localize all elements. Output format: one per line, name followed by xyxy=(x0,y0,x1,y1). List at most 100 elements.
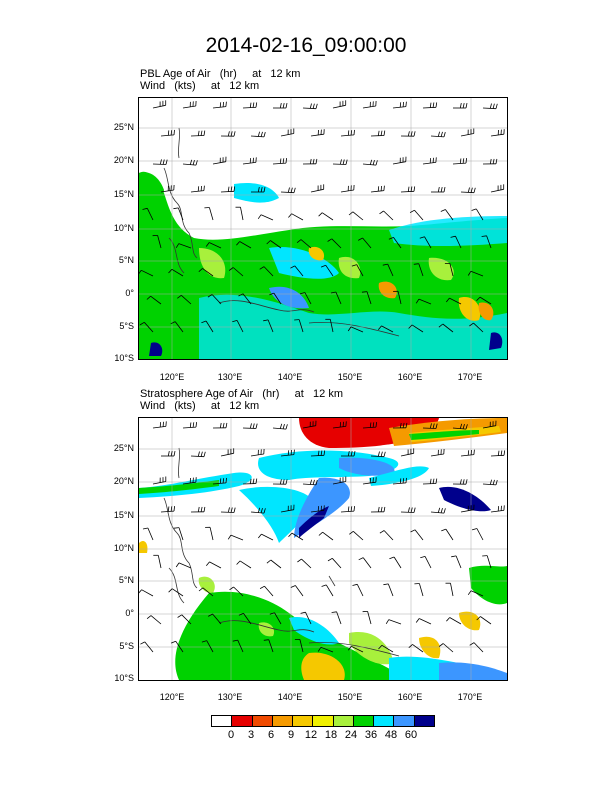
wind-barb-shaft xyxy=(175,640,184,653)
wind-barb-flag xyxy=(227,186,230,192)
colorbar-swatch xyxy=(293,716,314,726)
wind-barb-flag xyxy=(290,585,296,588)
wind-barb-flag xyxy=(375,422,377,428)
colorbar-label: 60 xyxy=(404,729,418,741)
wind-barb-flag xyxy=(175,243,180,249)
wind-barb-flag xyxy=(170,451,173,457)
wind-barb-flag xyxy=(201,320,207,324)
wind-barb-shaft xyxy=(424,556,432,569)
wind-barb-flag xyxy=(495,479,498,486)
p2-lat-label-0: 0° xyxy=(125,608,134,618)
wind-barb-flag xyxy=(140,641,145,645)
wind-barb-shaft xyxy=(298,319,304,333)
wind-barb-shaft xyxy=(331,238,342,249)
wind-barb-flag xyxy=(238,293,244,297)
wind-barb-flag xyxy=(350,506,353,512)
p1-lon-label-130e: 130°E xyxy=(217,372,243,382)
wind-barb-flag xyxy=(279,479,282,485)
wind-barb-shaft xyxy=(397,291,402,305)
wind-barb-flag xyxy=(318,531,323,536)
wind-barb-flag xyxy=(200,130,203,136)
wind-barb-shaft xyxy=(242,162,256,165)
wind-barb-flag xyxy=(257,214,262,220)
wind-barb-flag xyxy=(249,478,252,484)
wind-barb-shaft xyxy=(291,532,304,541)
wind-barb-flag xyxy=(321,584,327,587)
wind-barb-flag xyxy=(139,589,142,594)
wind-barb-shaft xyxy=(362,105,376,109)
wind-barb-flag xyxy=(269,612,275,615)
wind-barb-shaft xyxy=(274,612,282,625)
wind-barb-flag xyxy=(469,322,474,327)
wind-barb-flag xyxy=(471,208,477,211)
wind-barb-flag xyxy=(330,291,336,294)
wind-barb-shaft xyxy=(350,326,364,333)
wind-barb-shaft xyxy=(320,646,334,653)
wind-barb-shaft xyxy=(430,453,444,457)
wind-barb-flag xyxy=(437,507,441,513)
wind-barb-flag xyxy=(415,298,420,304)
wind-barb-shaft xyxy=(455,236,462,249)
wind-barb-flag xyxy=(443,131,446,138)
wind-barb-flag xyxy=(173,527,180,529)
wind-barb-flag xyxy=(437,187,440,193)
wind-barb-shaft xyxy=(470,590,484,597)
wind-barb-flag xyxy=(229,586,234,591)
panel2-gridlines xyxy=(139,418,507,680)
wind-barb-shaft xyxy=(302,425,316,429)
wind-barb-flag xyxy=(168,588,173,593)
wind-barb-flag xyxy=(465,479,468,485)
wind-barb-flag xyxy=(230,186,233,192)
p2-lon-label-120e: 120°E xyxy=(159,692,185,702)
wind-barb-shaft xyxy=(242,106,257,109)
wind-barb-flag xyxy=(222,478,225,484)
wind-barb-shaft xyxy=(353,531,364,541)
wind-barb-shaft xyxy=(336,611,342,625)
wind-barb-flag xyxy=(446,617,450,622)
p1-lat-label-10n: 10°N xyxy=(113,223,134,233)
wind-barb-flag xyxy=(470,449,472,455)
wind-barb-flag xyxy=(233,507,236,513)
colorbar xyxy=(211,715,435,727)
wind-barb-shaft xyxy=(211,294,222,305)
wind-barb-flag xyxy=(473,187,476,193)
wind-barb-shaft xyxy=(305,612,312,625)
wind-barb-flag xyxy=(170,321,176,325)
colorbar-label: 0 xyxy=(227,729,235,741)
wind-barb-flag xyxy=(232,320,238,323)
wind-barb-flag xyxy=(347,130,350,136)
wind-barb-flag xyxy=(379,530,385,534)
wind-barb-shaft xyxy=(473,642,484,653)
wind-barb-shaft xyxy=(332,104,346,109)
wind-barb-flag xyxy=(208,613,213,617)
panel1-title-line2: Wind (kts) at 12 km xyxy=(140,80,260,92)
wind-barb-shaft xyxy=(301,558,312,569)
p1-lon-label-120e: 120°E xyxy=(159,372,185,382)
wind-barb-shaft xyxy=(411,324,424,333)
wind-barb-shaft xyxy=(470,270,484,277)
wind-barb-flag xyxy=(195,422,197,428)
wind-barb-flag xyxy=(290,187,293,193)
wind-barb-flag xyxy=(225,422,228,428)
wind-barb-flag xyxy=(415,618,420,623)
wind-barb-flag xyxy=(287,450,290,456)
p2-lat-label-25n: 25°N xyxy=(113,443,134,453)
wind-barb-flag xyxy=(441,528,447,532)
p1-lon-label-150e: 150°E xyxy=(337,372,363,382)
wind-barb-shaft xyxy=(340,134,355,137)
wind-barb-shaft xyxy=(383,210,394,221)
wind-barb-flag xyxy=(450,235,456,238)
wind-barb-shaft xyxy=(332,163,347,165)
wind-barb-flag xyxy=(230,131,233,137)
p2-lat-label-5n: 5°N xyxy=(118,575,134,585)
wind-barb-shaft xyxy=(209,561,222,569)
wind-barb-shaft xyxy=(152,481,166,485)
wind-barb-shaft xyxy=(419,583,424,597)
wind-barb-flag xyxy=(385,619,390,625)
wind-barb-flag xyxy=(399,102,402,108)
wind-barb-shaft xyxy=(392,161,406,165)
wind-barb-flag xyxy=(369,159,373,165)
wind-barb-flag xyxy=(255,478,258,484)
wind-barb-flag xyxy=(175,562,180,568)
wind-barb-shaft xyxy=(181,614,192,625)
